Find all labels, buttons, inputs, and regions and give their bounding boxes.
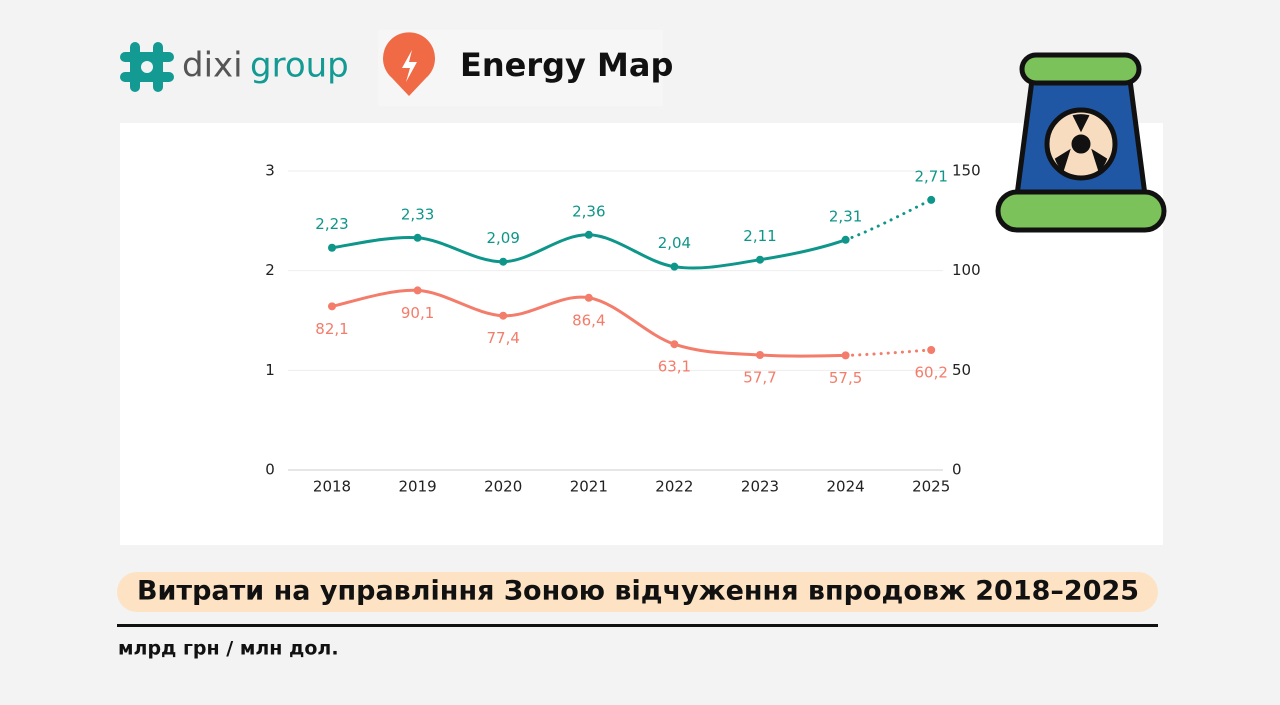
value-label: 2,09 [486, 229, 519, 247]
point [584, 293, 593, 302]
value-label: 82,1 [315, 320, 348, 338]
y-tick-label: 3 [265, 162, 275, 180]
value-label: 77,4 [486, 329, 519, 347]
value-label: 2,36 [572, 202, 605, 220]
plot: 0 1 2 3 0 50 100 150 2018 2019 2020 2021 2022 2023 202… [265, 162, 980, 496]
value-label: 60,2 [914, 364, 947, 382]
x-tick-label: 2019 [399, 478, 437, 496]
point [927, 346, 936, 355]
y2-tick-label: 0 [952, 461, 962, 479]
y2-tick-label: 50 [952, 361, 971, 379]
x-tick-label: 2025 [912, 478, 950, 496]
nuclear-icon [995, 52, 1167, 233]
y2-tick-label: 150 [952, 162, 981, 180]
title-rule [117, 624, 1158, 627]
y-tick-label: 0 [265, 461, 275, 479]
dixigroup-logo [120, 42, 174, 92]
point [328, 243, 336, 252]
point [413, 233, 422, 242]
value-label: 2,71 [914, 167, 947, 185]
value-label: 2,04 [658, 234, 691, 252]
series-line [330, 198, 933, 270]
value-label: 2,23 [315, 215, 348, 233]
point [584, 230, 593, 239]
point [670, 262, 679, 271]
point [499, 311, 508, 320]
chart-subtitle: млрд грн / млн дол. [118, 638, 339, 660]
value-label: 57,7 [743, 368, 776, 386]
x-tick-label: 2023 [741, 478, 779, 496]
value-label: 86,4 [572, 311, 605, 329]
x-tick-label: 2021 [570, 478, 608, 496]
point [756, 350, 764, 359]
title-pill [117, 572, 1158, 612]
value-label: 57,5 [829, 369, 862, 387]
chart-panel [120, 123, 1163, 545]
point [756, 255, 764, 264]
y-tick-label: 1 [265, 361, 275, 379]
value-label: 2,33 [401, 205, 434, 223]
y2-tick-label: 100 [952, 261, 981, 279]
point [328, 302, 336, 311]
value-label: 63,1 [658, 358, 691, 376]
point [841, 235, 850, 244]
value-label: 2,31 [829, 207, 862, 225]
brand-right: group [250, 46, 349, 86]
point [927, 195, 936, 204]
brand-left: dixi [182, 46, 243, 86]
value-label: 90,1 [401, 304, 434, 322]
x-tick-label: 2024 [827, 478, 865, 496]
point [499, 257, 508, 266]
value-label: 2,11 [743, 227, 776, 245]
y-tick-label: 2 [265, 261, 275, 279]
chart-title: Витрати на управління Зоною відчуження в… [137, 576, 1139, 607]
series-line [330, 288, 933, 358]
bolt-icon [402, 50, 417, 82]
point [670, 340, 679, 349]
x-tick-label: 2018 [313, 478, 351, 496]
point [413, 286, 422, 295]
product-name: Energy Map [460, 46, 673, 84]
x-tick-label: 2022 [655, 478, 693, 496]
x-tick-label: 2020 [484, 478, 522, 496]
point [841, 351, 850, 360]
